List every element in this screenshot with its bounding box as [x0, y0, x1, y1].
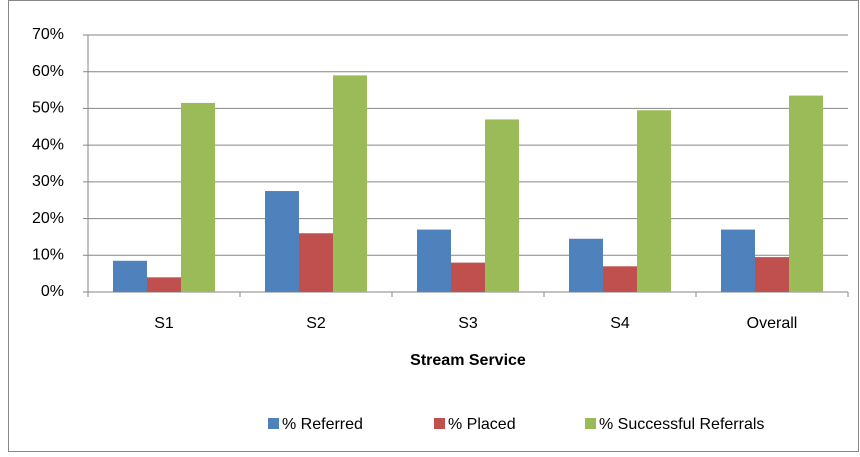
bar: [113, 260, 147, 292]
y-tick-label: 20%: [32, 210, 64, 227]
bar: [147, 277, 181, 292]
x-axis-label: Stream Service: [410, 352, 526, 369]
bar: [721, 229, 755, 292]
bar: [755, 257, 789, 292]
y-tick-label: 60%: [32, 63, 64, 80]
bar: [569, 238, 603, 292]
y-tick-label: 10%: [32, 247, 64, 264]
x-tick-label: Overall: [747, 315, 798, 332]
bar: [299, 233, 333, 292]
bar: [637, 110, 671, 292]
chart-border: [8, 0, 859, 452]
bar: [485, 119, 519, 292]
y-tick-label: 0%: [41, 283, 64, 300]
legend-label: % Successful Referrals: [599, 416, 764, 433]
y-tick-label: 70%: [32, 26, 64, 43]
bar: [333, 75, 367, 292]
legend-swatch: [434, 418, 445, 429]
bar: [417, 229, 451, 292]
bar: [451, 262, 485, 292]
legend-swatch: [585, 418, 596, 429]
legend-label: % Placed: [448, 416, 516, 433]
bar: [789, 95, 823, 292]
x-tick-label: S1: [154, 315, 174, 332]
y-tick-label: 50%: [32, 100, 64, 117]
y-tick-label: 40%: [32, 136, 64, 153]
bar: [265, 191, 299, 292]
x-tick-label: S4: [610, 315, 630, 332]
legend-label: % Referred: [282, 416, 363, 433]
legend-swatch: [268, 418, 279, 429]
bar: [181, 102, 215, 293]
x-tick-label: S3: [458, 315, 478, 332]
bar: [603, 266, 637, 292]
y-tick-label: 30%: [32, 173, 64, 190]
x-tick-label: S2: [306, 315, 326, 332]
